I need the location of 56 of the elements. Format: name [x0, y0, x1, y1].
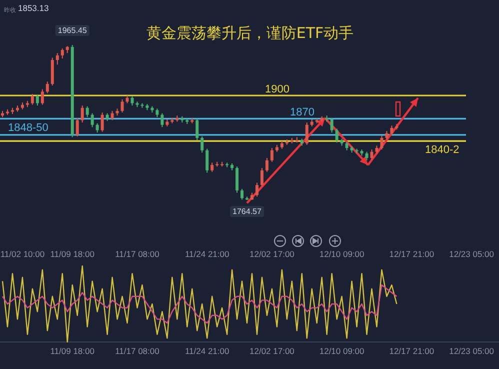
- band-label: 1848-50: [8, 122, 48, 134]
- text: 1853.13: [18, 3, 49, 13]
- candlestick: [270, 147, 274, 162]
- x-tick-label: 12/23 05:00: [449, 249, 494, 259]
- x-tick-label: 12/02 17:00: [250, 346, 295, 356]
- candlestick: [30, 93, 34, 106]
- candlestick: [210, 162, 214, 172]
- x-tick-label: 12/02 17:00: [250, 249, 295, 259]
- candlestick: [40, 88, 44, 106]
- candlestick: [236, 166, 239, 194]
- candlestick: [370, 149, 374, 160]
- x-tick-label: 11/17 08:00: [115, 249, 160, 259]
- annotation: 1965.45: [58, 26, 88, 35]
- candlestick: [265, 158, 268, 172]
- candlestick: [200, 136, 204, 154]
- candlestick: [160, 112, 164, 128]
- x-tick-label: 12/17 21:00: [389, 346, 434, 356]
- candlestick: [335, 128, 338, 144]
- x-tick-label: 12/17 21:00: [389, 249, 434, 259]
- candlestick: [80, 105, 84, 124]
- candlestick: [206, 148, 209, 174]
- band-label: 1840-2: [425, 144, 460, 156]
- candlestick: [380, 135, 384, 150]
- candlestick: [86, 106, 89, 118]
- candlestick: [100, 112, 104, 132]
- ref-line-label: 1900: [265, 84, 290, 96]
- candlestick: [60, 48, 64, 59]
- candlestick: [56, 52, 59, 66]
- candlestick: [76, 117, 79, 137]
- candlestick: [50, 57, 54, 86]
- candlestick: [130, 96, 134, 106]
- x-tick-label: 11/24 21:00: [184, 346, 230, 356]
- candlestick: [120, 98, 124, 113]
- x-tick-label: 12/10 09:00: [319, 346, 365, 356]
- x-tick-label: 12/10 09:00: [319, 249, 365, 259]
- candlestick: [240, 188, 244, 200]
- candlestick: [255, 182, 258, 198]
- candlestick: [390, 125, 394, 136]
- candlestick: [36, 94, 39, 106]
- candlestick: [260, 168, 264, 188]
- x-tick-label: 11/17 08:00: [115, 346, 160, 356]
- candlestick: [90, 112, 94, 128]
- x-tick-label: 11/09 18:00: [50, 346, 95, 356]
- x-tick-label: 11/02 10:00: [0, 249, 45, 259]
- candlestick: [46, 81, 49, 94]
- chart-title: 黄金震荡攀升后，谨防ETF动手: [146, 24, 354, 42]
- annotation: 1764.57: [232, 207, 262, 216]
- x-tick-label: 12/23 05:00: [449, 346, 494, 356]
- candlestick: [330, 117, 334, 134]
- candlestick: [196, 118, 199, 141]
- candlestick: [305, 122, 308, 146]
- x-tick-label: 11/24 21:00: [184, 249, 230, 259]
- x-tick-label: 11/09 18:00: [50, 249, 95, 259]
- candlestick: [110, 110, 114, 121]
- ref-line-label: 1870: [290, 106, 314, 119]
- candlestick: [96, 122, 99, 134]
